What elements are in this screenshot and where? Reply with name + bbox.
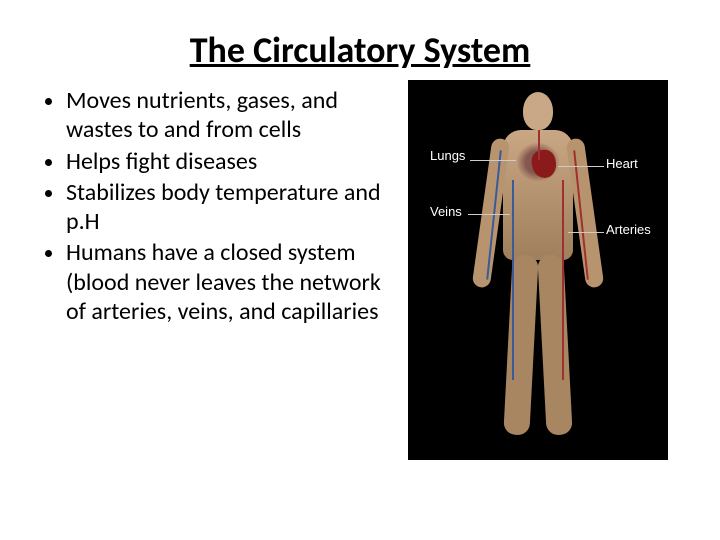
label-line [568,232,604,233]
figure-label-arteries: Arteries [606,222,651,237]
label-line [468,214,510,215]
body-leg-right [537,254,572,435]
bullet-list: Moves nutrients, gases, and wastes to an… [48,86,400,326]
list-item: Humans have a closed system (blood never… [66,238,400,326]
vein-line [512,180,514,380]
list-item: Moves nutrients, gases, and wastes to an… [66,86,400,145]
figure-label-heart: Heart [606,156,638,171]
page-title: The Circulatory System [0,0,720,86]
list-item: Stabilizes body temperature and p.H [66,178,400,237]
label-line [470,160,516,161]
bullet-list-container: Moves nutrients, gases, and wastes to an… [18,86,408,460]
label-line [558,166,604,167]
artery-line [538,130,540,160]
content-row: Moves nutrients, gases, and wastes to an… [0,86,720,460]
figure-label-lungs: Lungs [430,148,465,163]
artery-line [562,180,564,380]
body-leg-left [503,254,538,435]
list-item: Helps fight diseases [66,147,400,176]
figure-label-veins: Veins [430,204,462,219]
anatomy-figure: Lungs Veins Heart Arteries [408,80,668,460]
body-head [523,92,553,130]
